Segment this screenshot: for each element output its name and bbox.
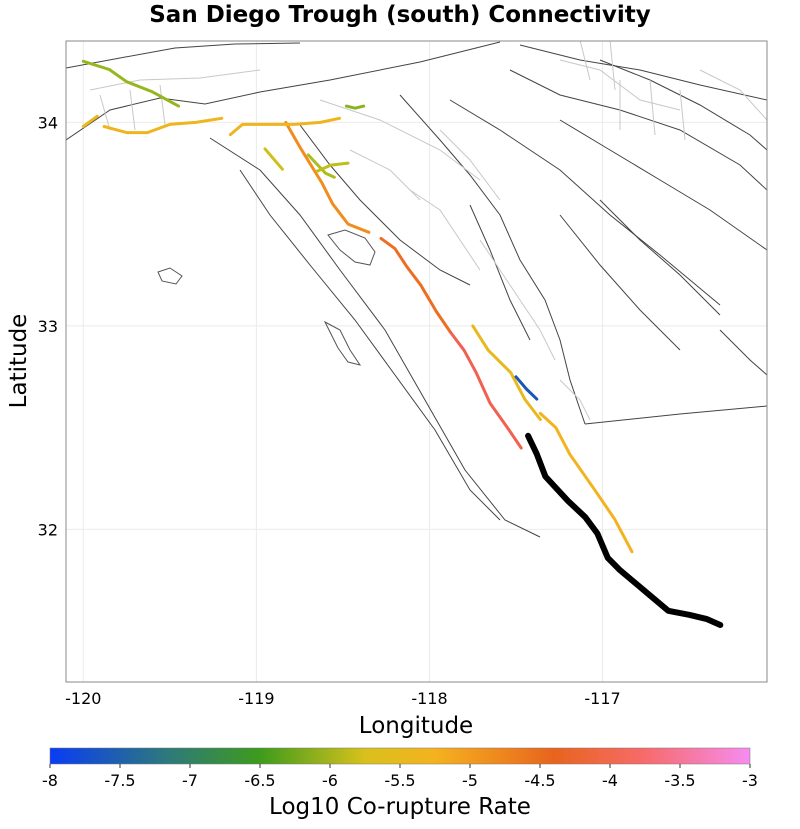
island-outline bbox=[327, 229, 376, 266]
colorbar-tick-label: -3 bbox=[742, 771, 758, 790]
colorbar-tick-label: -7.5 bbox=[104, 771, 135, 790]
background-fault-trace bbox=[559, 214, 681, 351]
background-fault-section bbox=[409, 189, 481, 271]
rupture-section-line bbox=[263, 147, 284, 171]
background-faults bbox=[66, 41, 767, 538]
colorbar-tick-label: -6.5 bbox=[244, 771, 275, 790]
rupture-section-line bbox=[228, 116, 341, 137]
rupture-section-line bbox=[448, 330, 523, 450]
rupture-section-line bbox=[538, 411, 634, 554]
background-fault-section bbox=[319, 99, 481, 181]
selected-section-line bbox=[525, 432, 724, 628]
background-fault-trace bbox=[449, 99, 721, 306]
background-fault-trace bbox=[719, 329, 767, 376]
rupture-section-line bbox=[379, 236, 452, 334]
rupture-section-line bbox=[471, 324, 542, 421]
background-fault-section bbox=[479, 239, 556, 361]
colorbar-tick-label: -4.5 bbox=[524, 771, 555, 790]
rupture-section-line bbox=[81, 114, 99, 128]
rupture-section-line bbox=[514, 375, 539, 401]
rupture-section-line bbox=[81, 59, 180, 108]
grid-lines bbox=[66, 41, 767, 682]
y-tick-label: 33 bbox=[38, 317, 58, 336]
y-tick-label: 32 bbox=[38, 520, 58, 539]
background-fault-trace bbox=[399, 94, 586, 425]
rupture-section-line bbox=[284, 120, 371, 234]
chart-title: San Diego Trough (south) Connectivity bbox=[149, 2, 651, 28]
colorbar-tick-label: -3.5 bbox=[664, 771, 695, 790]
colorbar-tick-label: -6 bbox=[322, 771, 338, 790]
colorbar-label: Log10 Co-rupture Rate bbox=[269, 794, 531, 820]
background-fault-trace bbox=[469, 204, 531, 341]
background-fault-trace bbox=[299, 124, 471, 286]
colorbar-tick-label: -4 bbox=[602, 771, 618, 790]
background-fault-section bbox=[89, 69, 261, 91]
background-fault-trace bbox=[509, 69, 767, 191]
colorbar-tick-label: -7 bbox=[182, 771, 198, 790]
colorbar-tick-label: -8 bbox=[42, 771, 58, 790]
background-fault-trace bbox=[239, 169, 501, 521]
colorbar bbox=[49, 747, 751, 765]
x-tick-label: -119 bbox=[238, 689, 274, 708]
rupture-section-line bbox=[344, 104, 366, 110]
background-fault-section bbox=[619, 79, 686, 141]
background-fault-section bbox=[559, 379, 591, 421]
rupture-sections bbox=[81, 59, 724, 628]
background-fault-trace bbox=[599, 59, 767, 151]
background-fault-section bbox=[579, 41, 616, 91]
colorbar-tick-label: -5 bbox=[462, 771, 478, 790]
background-fault-trace bbox=[66, 41, 501, 141]
y-tick-label: 34 bbox=[38, 113, 58, 132]
background-fault-trace bbox=[519, 44, 767, 101]
x-tick-label: -118 bbox=[411, 689, 447, 708]
rupture-section-line bbox=[306, 153, 336, 179]
island-outline bbox=[323, 320, 362, 366]
rupture-section-line bbox=[102, 116, 224, 135]
background-fault-trace bbox=[584, 405, 767, 425]
y-axis-label: Latitude bbox=[6, 314, 32, 409]
background-fault-trace bbox=[599, 199, 721, 316]
rupture-section-line bbox=[315, 161, 350, 173]
axis-ticks: -120 -119 -118 -117 32 33 34 bbox=[38, 113, 621, 708]
x-tick-label: -117 bbox=[584, 689, 620, 708]
background-fault-section bbox=[99, 84, 166, 131]
background-fault-trace bbox=[559, 119, 767, 251]
x-axis-label: Longitude bbox=[359, 713, 473, 739]
x-tick-label: -120 bbox=[65, 689, 101, 708]
island-outline bbox=[157, 267, 183, 285]
background-fault-trace bbox=[66, 42, 301, 69]
background-fault-section bbox=[439, 129, 501, 201]
background-fault-section bbox=[699, 69, 767, 121]
colorbar-ticks: -8 -7.5 -7 -6.5 -6 -5.5 -5 -4.5 -4 -3.5 -3 bbox=[42, 764, 758, 790]
background-fault-trace bbox=[209, 137, 541, 538]
background-fault-section bbox=[349, 149, 421, 201]
colorbar-tick-label: -5.5 bbox=[384, 771, 415, 790]
plot-frame bbox=[65, 40, 768, 683]
